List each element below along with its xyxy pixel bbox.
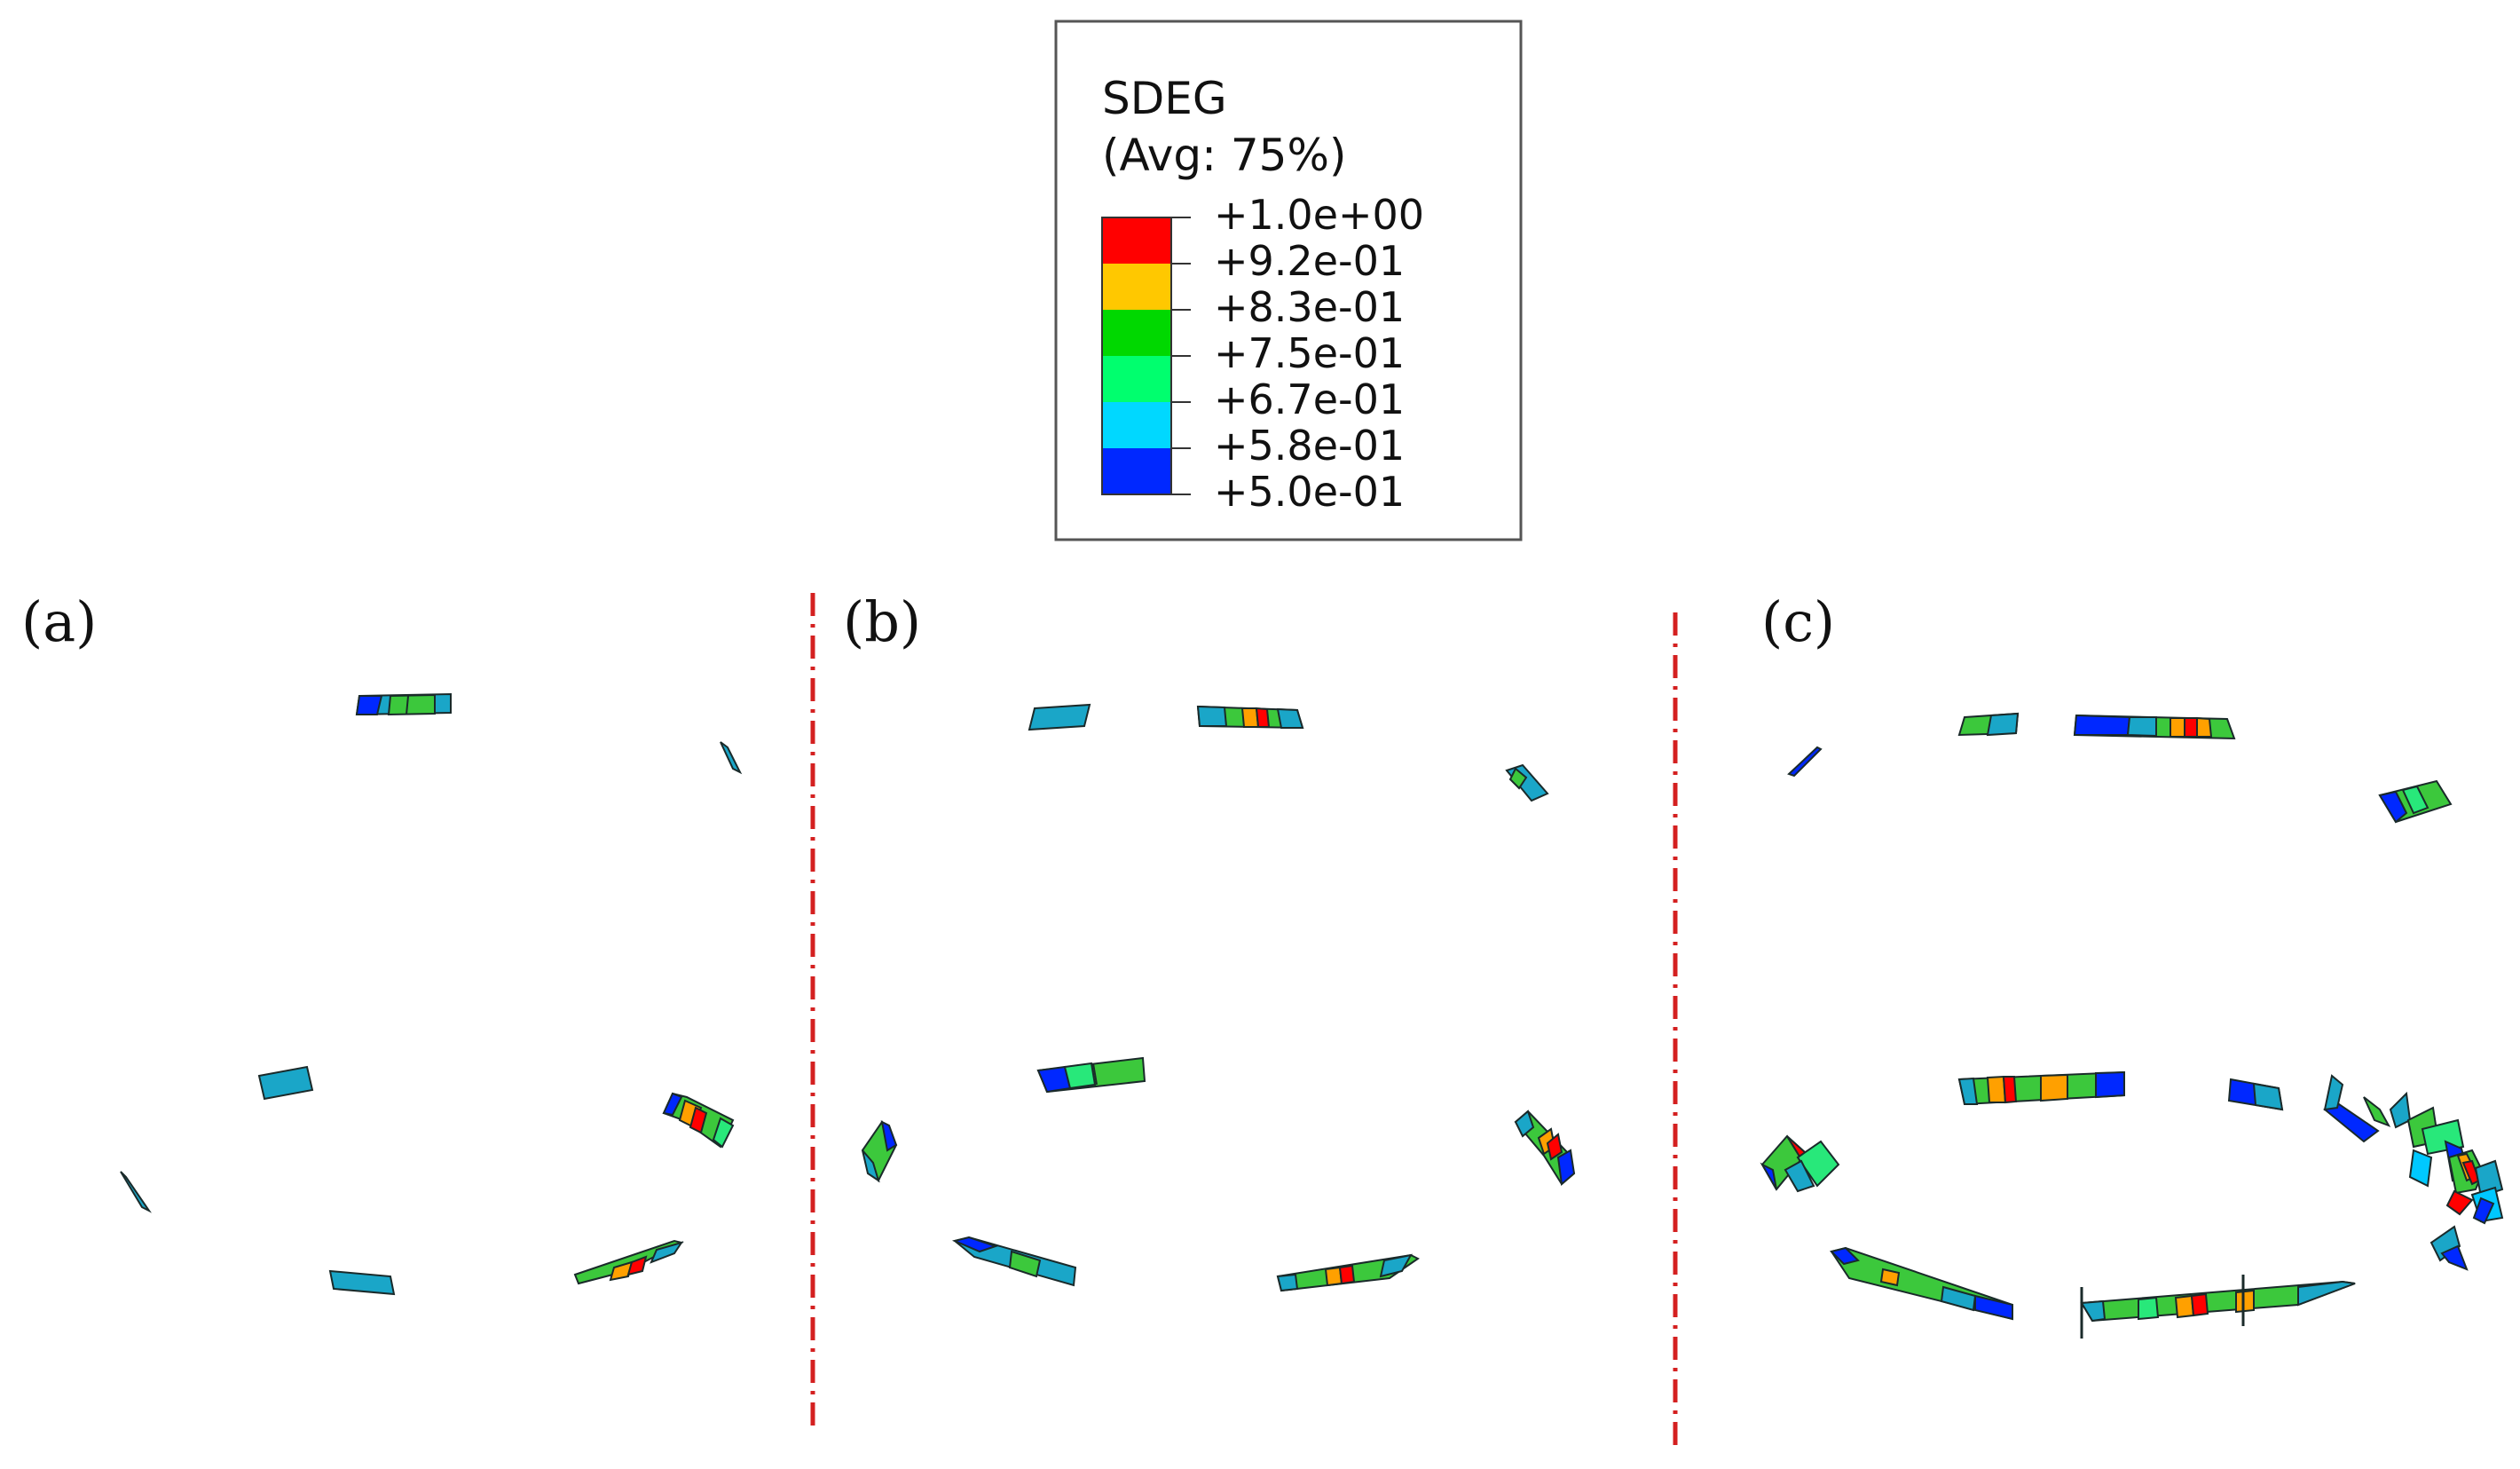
- fragment-b-top-center: [1196, 705, 1304, 730]
- legend-band-red: [1102, 217, 1171, 264]
- legend-title: SDEG: [1102, 73, 1227, 124]
- fragment-c-left-cluster: [1760, 1134, 1840, 1193]
- fragment-b-upper-right: [1505, 763, 1549, 802]
- fragment-c-right-cluster: [2323, 1074, 2504, 1271]
- fragment-a-mid-left: [257, 1065, 314, 1101]
- fragment-c-top-left-sliver: [1787, 746, 1823, 778]
- fragment-c-mid-right-small: [2227, 1078, 2284, 1111]
- fragment-a-bottom-right: [573, 1239, 684, 1285]
- panel-a-fragments: [120, 692, 743, 1296]
- fragment-a-left-sliver: [120, 1171, 153, 1213]
- panel-label-b: (b): [843, 589, 921, 654]
- panel-label-a: (a): [21, 589, 97, 654]
- legend-level-1: +1.0e+00: [1214, 191, 1424, 239]
- legend-band-cyan: [1102, 402, 1171, 448]
- fragment-a-top: [355, 692, 452, 716]
- fragment-c-top-center: [2073, 714, 2236, 740]
- legend-level-4: +7.5e-01: [1214, 329, 1405, 377]
- fragment-a-mid-right: [662, 1092, 735, 1149]
- fragment-c-mid-center: [1957, 1070, 2125, 1106]
- legend-level-5: +6.7e-01: [1214, 375, 1405, 423]
- fragment-b-bottom-left: [951, 1236, 1077, 1287]
- legend-subtitle: (Avg: 75%): [1102, 130, 1347, 181]
- panel-c-fragments: [1760, 712, 2504, 1339]
- legend-band-green: [1102, 310, 1171, 356]
- legend-colorbar: [1101, 217, 1191, 495]
- panel-label-c: (c): [1761, 589, 1835, 654]
- fragment-b-mid-right: [1514, 1110, 1576, 1186]
- fragment-c-top-left: [1957, 712, 2020, 737]
- panel-b-fragments: [861, 703, 1576, 1292]
- legend-level-2: +9.2e-01: [1214, 237, 1405, 285]
- legend: SDEG (Avg: 75%) +1.0e+00 +9.2e-01 +8.3e-…: [1054, 20, 1523, 541]
- fragment-a-bottom-left: [328, 1269, 396, 1296]
- legend-ticks: [1171, 217, 1191, 495]
- fragment-b-bottom-right: [1276, 1253, 1420, 1292]
- fragment-a-upper-right: [720, 741, 743, 775]
- legend-band-spring-green: [1102, 356, 1171, 402]
- fragment-c-upper-right: [2378, 779, 2453, 824]
- fragment-b-mid-center: [1036, 1056, 1146, 1094]
- fragment-b-mid-left: [861, 1120, 898, 1183]
- fragment-c-bottom-left: [1830, 1246, 2013, 1321]
- fragment-b-top-left: [1028, 703, 1091, 731]
- legend-level-7: +5.0e-01: [1214, 468, 1405, 516]
- legend-band-orange: [1102, 264, 1171, 310]
- legend-level-3: +8.3e-01: [1214, 283, 1405, 331]
- legend-band-blue: [1102, 448, 1171, 494]
- legend-level-6: +5.8e-01: [1214, 422, 1405, 470]
- fragment-c-bottom-center: [2080, 1275, 2356, 1339]
